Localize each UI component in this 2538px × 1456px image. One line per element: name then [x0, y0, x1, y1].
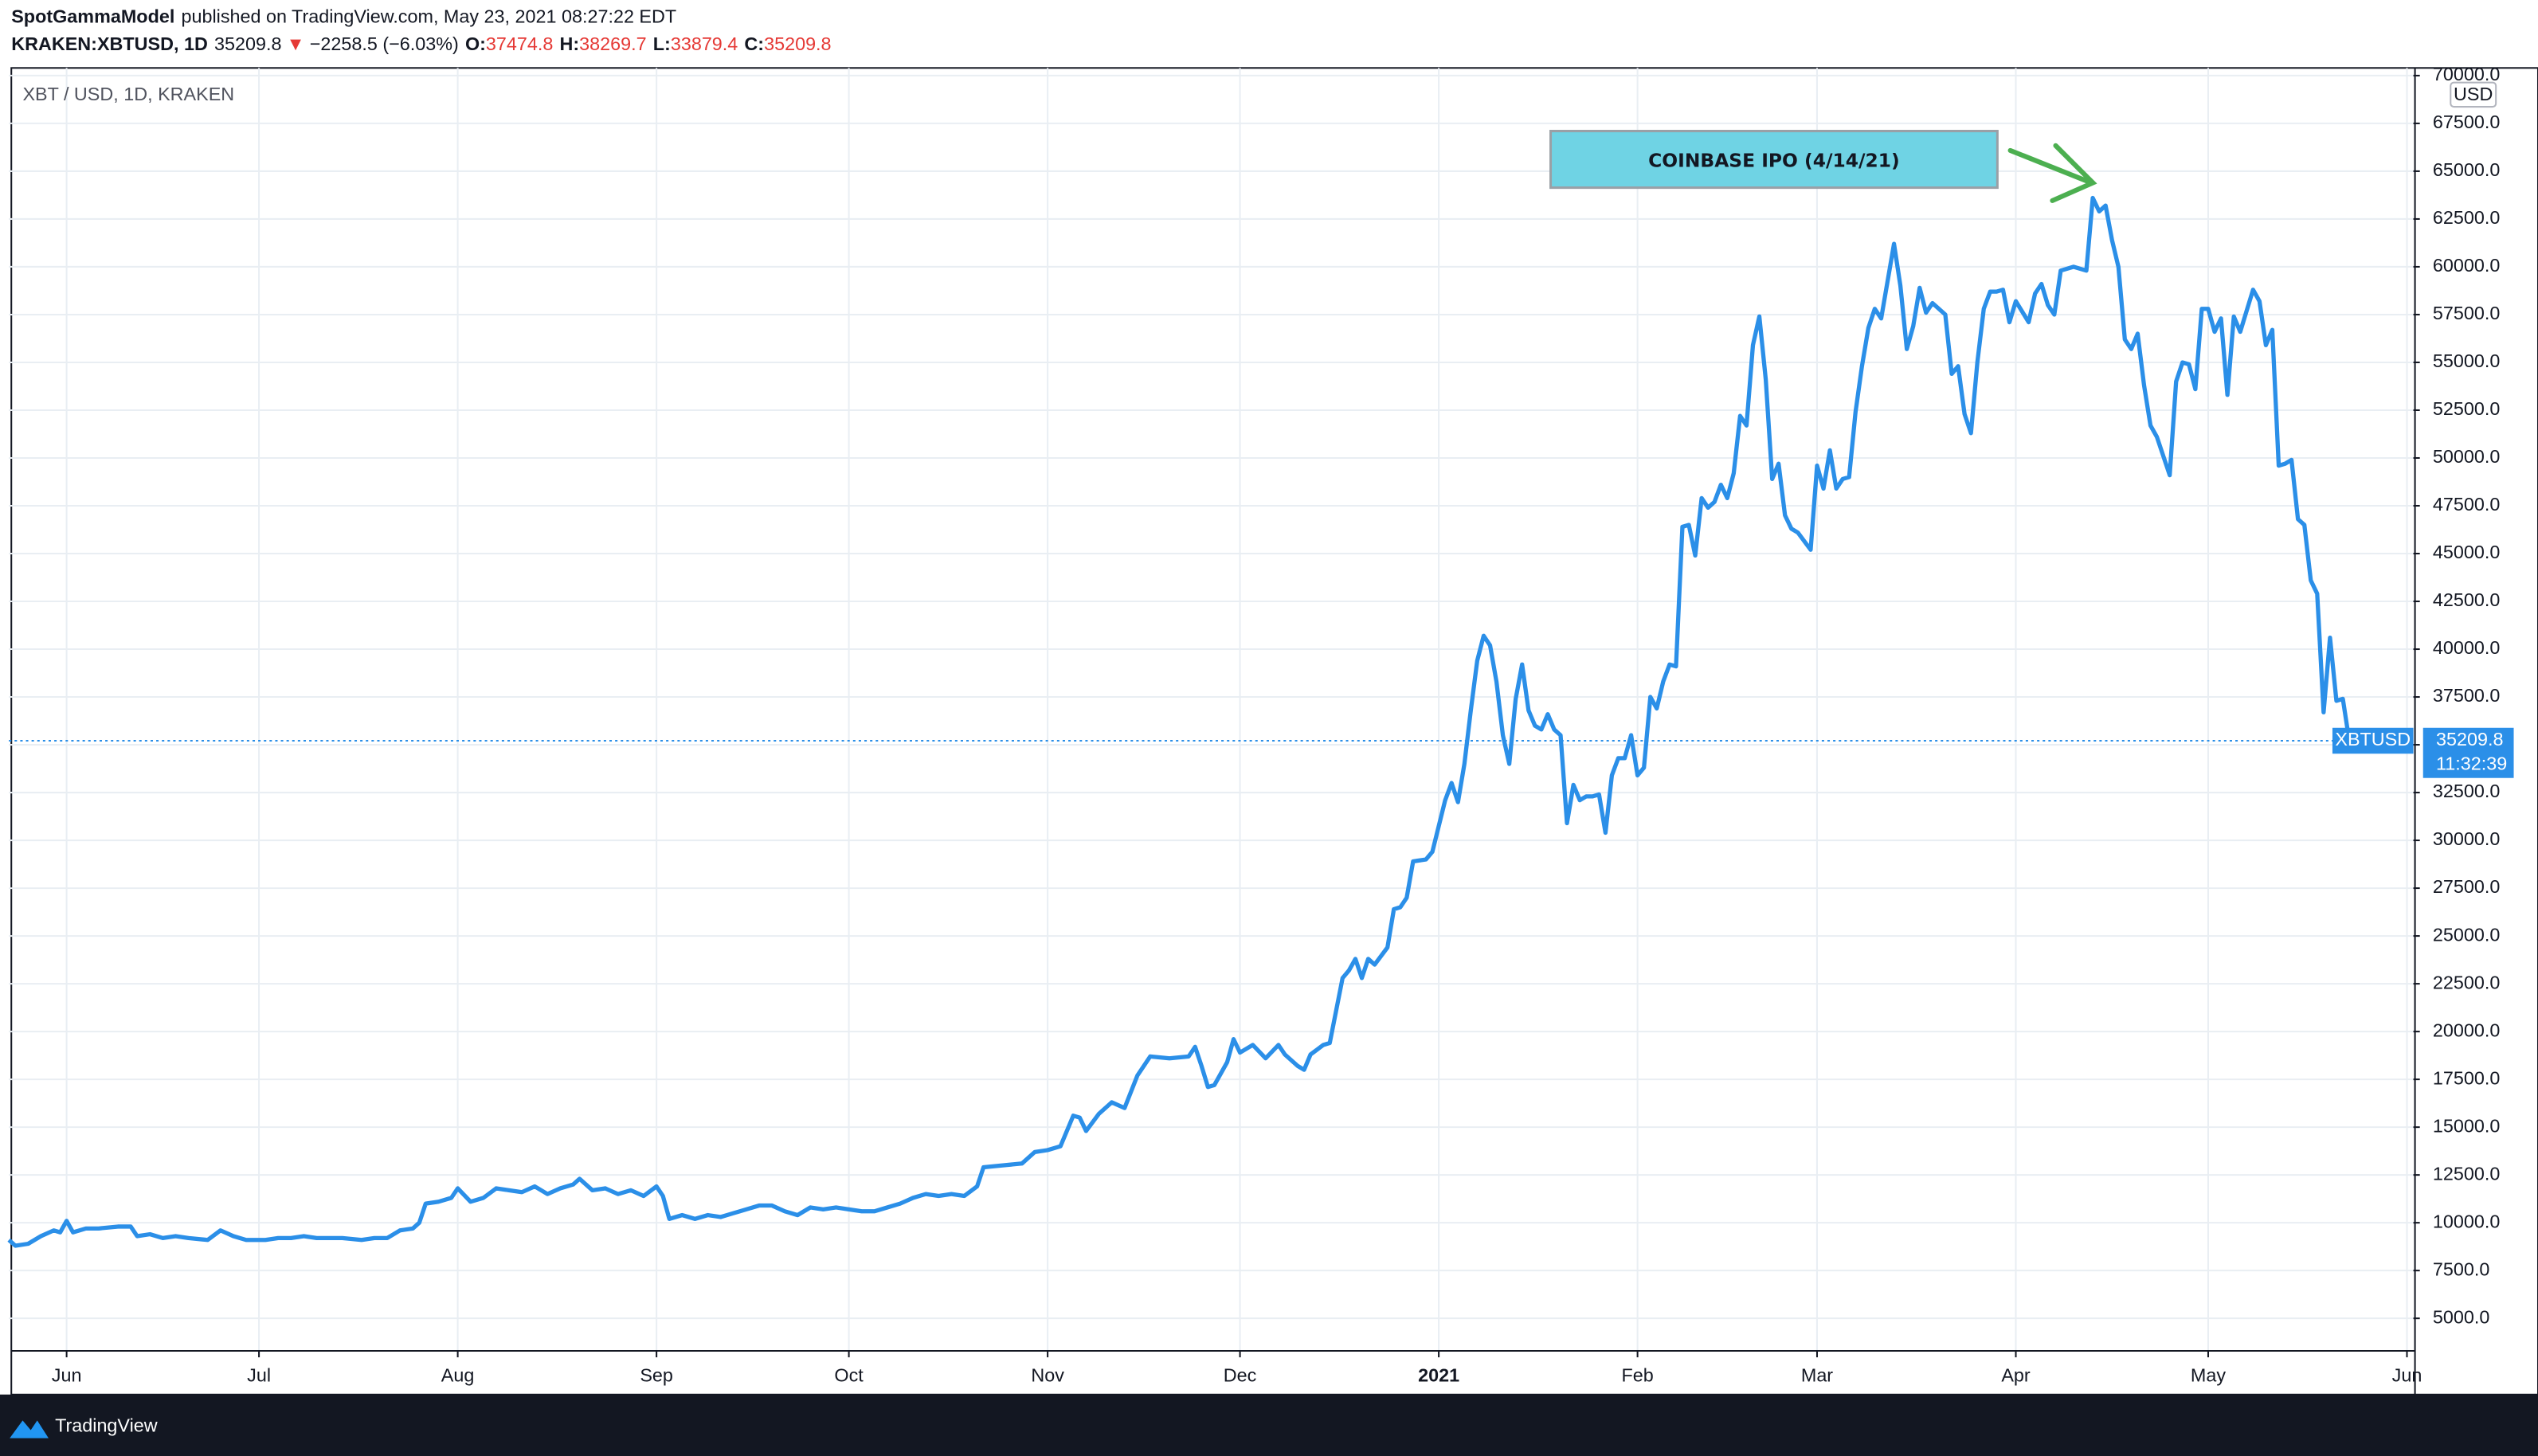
footer-bar — [0, 1394, 2538, 1456]
x-tick-label: Feb — [1621, 1365, 1653, 1386]
x-tick-label: Oct — [834, 1365, 864, 1386]
x-tick-label: 2021 — [1418, 1365, 1459, 1386]
ohlc-label: H: — [560, 33, 580, 54]
y-tick-label: 32500.0 — [2433, 781, 2500, 801]
direction: ▼ — [287, 33, 305, 54]
y-tick-label: 10000.0 — [2433, 1211, 2500, 1231]
ohlc-label: O: — [465, 33, 486, 54]
x-tick-label: Dec — [1224, 1365, 1257, 1386]
y-tick-label: 20000.0 — [2433, 1020, 2500, 1040]
ohlc-value: 37474.8 — [486, 33, 553, 54]
y-tick-label: 22500.0 — [2433, 972, 2500, 992]
x-tick-label: Aug — [441, 1365, 475, 1386]
annotation-arrow — [2007, 143, 2097, 203]
series-name: XBTUSD — [2335, 729, 2411, 750]
annotation-box — [1549, 129, 1999, 190]
x-tick-label: Jun — [2392, 1365, 2422, 1386]
x-tick-label: Nov — [1031, 1365, 1064, 1386]
y-tick-label: 47500.0 — [2433, 494, 2500, 515]
y-tick-label: 27500.0 — [2433, 876, 2500, 897]
series-tag — [2332, 727, 2414, 754]
ohlc-label: C: — [744, 33, 764, 54]
x-tick-label: Mar — [1801, 1365, 1833, 1386]
currency-box — [2450, 81, 2497, 108]
price-tag — [2422, 727, 2514, 778]
publish-line: SpotGammaModel published on TradingView.c… — [11, 6, 676, 27]
ohlc-label: L: — [653, 33, 671, 54]
y-tick-label: 5000.0 — [2433, 1306, 2489, 1327]
price-line — [7, 195, 2352, 1248]
y-tick-label: 37500.0 — [2433, 685, 2500, 706]
y-tick-label: 67500.0 — [2433, 112, 2500, 132]
x-tick-label: Jun — [52, 1365, 82, 1386]
legend-label: XBT / USD, 1D, KRAKEN — [22, 84, 234, 104]
y-tick-label: 50000.0 — [2433, 446, 2500, 467]
ohlc-value: 38269.7 — [579, 33, 646, 54]
y-tick-label: 55000.0 — [2433, 350, 2500, 371]
ohlc-value: 33879.4 — [671, 33, 738, 54]
symbol-line: KRAKEN:XBTUSD, 1D 35209.8 ▼ −2258.5 (−6.03%… — [11, 33, 831, 54]
y-tick-label: 62500.0 — [2433, 207, 2500, 228]
x-tick-label: Apr — [2001, 1365, 2031, 1386]
y-tick-label: 15000.0 — [2433, 1115, 2500, 1136]
y-tick-label: 40000.0 — [2433, 637, 2500, 658]
brand: TradingView — [55, 1415, 158, 1436]
x-tick-label: Sep — [640, 1365, 673, 1386]
y-tick-label: 52500.0 — [2433, 398, 2500, 419]
change: −2258.5 (−6.03%) — [310, 33, 459, 54]
published: published on TradingView.com, May 23, 20… — [181, 6, 676, 27]
y-tick-label: 17500.0 — [2433, 1067, 2500, 1088]
arrow-shaft — [2007, 147, 2094, 186]
annotation: COINBASE IPO (4/14/21) — [1648, 150, 1900, 172]
y-tick-label: 7500.0 — [2433, 1258, 2489, 1279]
author: SpotGammaModel — [11, 6, 174, 27]
y-tick-label: 12500.0 — [2433, 1163, 2500, 1184]
arrow-head — [2050, 143, 2097, 203]
countdown: 11:32:39 — [2436, 753, 2507, 774]
y-tick-label: 70000.0 — [2433, 64, 2500, 84]
y-tick-label: 57500.0 — [2433, 303, 2500, 323]
x-tick-label: Jul — [247, 1365, 271, 1386]
ohlc-value: 35209.8 — [764, 33, 831, 54]
y-tick-label: 25000.0 — [2433, 924, 2500, 945]
y-tick-label: 65000.0 — [2433, 159, 2500, 180]
currency: USD — [2454, 84, 2493, 104]
y-tick-label: 45000.0 — [2433, 542, 2500, 562]
last-price: 35209.8 — [214, 33, 281, 54]
y-tick-label: 42500.0 — [2433, 589, 2500, 610]
price-tag-value: 35209.8 — [2436, 729, 2503, 750]
y-tick-label: 60000.0 — [2433, 255, 2500, 276]
symbol: KRAKEN:XBTUSD, 1D — [11, 33, 208, 54]
y-tick-label: 30000.0 — [2433, 828, 2500, 849]
plot — [7, 195, 2352, 1248]
logo-shape — [10, 1420, 49, 1438]
x-tick-label: May — [2191, 1365, 2226, 1386]
brand-logo — [10, 1420, 49, 1438]
